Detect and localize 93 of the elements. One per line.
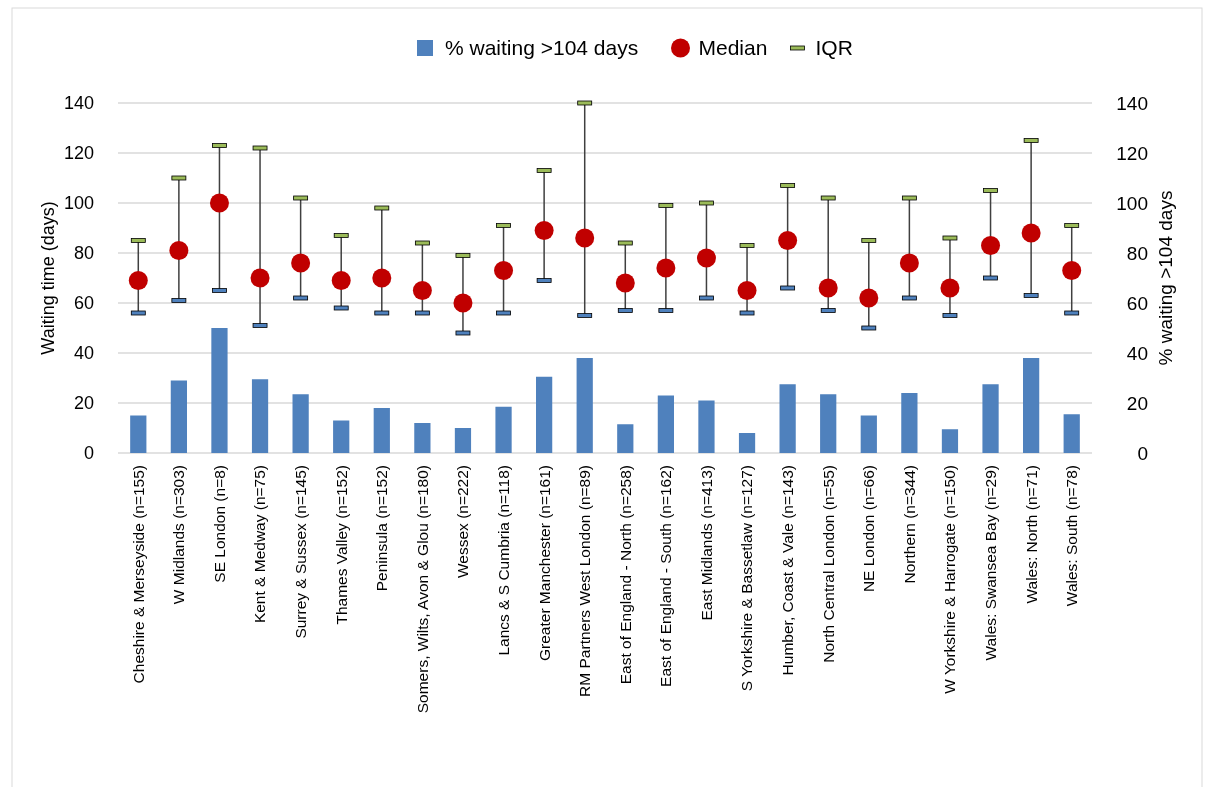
bar (860, 415, 877, 453)
legend-label: Median (698, 36, 768, 60)
x-tick-label: Wessex (n=222) (454, 465, 472, 579)
y-tick-label: 80 (73, 243, 94, 264)
bar (211, 328, 228, 453)
x-tick-label: Peninsula (n=152) (373, 465, 391, 592)
point (899, 253, 919, 273)
point (737, 281, 757, 300)
bar (982, 384, 999, 453)
x-tick-label: Wales: North (n=71) (1022, 465, 1040, 604)
x-tick-label: S Yorkshire & Bassetlaw (n=127) (738, 465, 756, 692)
bar (617, 424, 634, 453)
point (209, 193, 229, 213)
y2-tick-label: 20 (1126, 392, 1148, 414)
x-tick-label: Surrey & Sussex (n=145) (292, 465, 310, 639)
bar (779, 384, 796, 453)
legend-label: % waiting >104 days (445, 36, 639, 60)
x-tick-label: Kent & Medway (n=75) (251, 465, 269, 624)
x-tick-label: Wales: South (n=78) (1063, 465, 1081, 607)
point (615, 273, 635, 293)
x-tick-label: W Midlands (n=303) (170, 465, 188, 605)
bar (373, 408, 390, 453)
y-tick-label: 20 (73, 393, 94, 414)
y2-tick-label: 120 (1116, 142, 1148, 164)
y2-axis-title: % waiting >104 days (1155, 190, 1176, 366)
point (453, 293, 473, 313)
x-tick-label: NE London (n=66) (860, 465, 878, 593)
point (696, 248, 716, 268)
point (818, 278, 838, 298)
point (1062, 261, 1082, 280)
y-tick-label: 40 (73, 343, 94, 364)
bar (333, 420, 350, 453)
bar (901, 393, 918, 453)
point (169, 241, 189, 260)
point (534, 221, 554, 240)
x-tick-label: RM Partners West London (n=89) (576, 465, 594, 697)
x-tick-label: East of England - South (n=162) (657, 465, 675, 687)
y2-tick-label: 40 (1126, 342, 1148, 364)
bar (495, 406, 512, 453)
x-tick-label: W Yorkshire & Harrogate (n=150) (941, 465, 959, 694)
y-axis-title: Waiting time (days) (38, 201, 58, 355)
y-tick-label: 100 (63, 193, 94, 214)
bar (292, 394, 309, 453)
y-tick-label: 0 (83, 443, 94, 464)
x-tick-label: Thames Valley (n=152) (332, 465, 350, 625)
y2-tick-label: 60 (1126, 292, 1148, 314)
x-tick-label: Lancs & S Cumbria (n=118) (494, 465, 512, 656)
point (940, 278, 960, 298)
point (1021, 223, 1041, 243)
y-tick-label: 120 (63, 143, 94, 164)
x-tick-label: Cheshire & Merseyside (n=155) (129, 465, 147, 684)
bar (130, 415, 147, 453)
point (981, 236, 1001, 255)
point (778, 231, 798, 250)
point (372, 268, 392, 288)
x-tick-label: SE London (n=8) (210, 465, 228, 583)
bar (738, 433, 756, 453)
bar (576, 358, 593, 453)
bar (536, 376, 553, 453)
bar (698, 400, 715, 453)
point (575, 228, 595, 248)
x-tick-label: East Midlands (n=413) (697, 465, 715, 621)
bar (820, 394, 837, 453)
point (128, 271, 148, 290)
y2-tick-label: 0 (1137, 442, 1148, 464)
point (331, 271, 351, 290)
y-tick-label: 140 (63, 93, 94, 114)
x-tick-label: East of England - North (n=258) (616, 465, 634, 685)
y2-tick-label: 100 (1116, 192, 1148, 214)
x-tick-label: Northern (n=344) (900, 465, 918, 584)
bar (657, 395, 674, 453)
x-tick-label: Humber, Coast & Vale (n=143) (779, 465, 797, 676)
point (859, 288, 879, 308)
bar (414, 423, 431, 453)
point (291, 253, 311, 273)
bar (170, 380, 187, 453)
point (250, 268, 270, 288)
point (494, 261, 514, 280)
bar (1063, 414, 1080, 453)
bar (454, 428, 472, 453)
y2-tick-label: 80 (1126, 242, 1148, 264)
bar (1023, 358, 1040, 453)
text: IQR (815, 36, 853, 60)
y2-tick-label: 140 (1116, 92, 1148, 114)
y-tick-label: 60 (73, 293, 94, 314)
bar (941, 429, 959, 453)
point (656, 258, 676, 278)
x-tick-label: North Central London (n=55) (819, 465, 837, 663)
point (412, 281, 432, 300)
x-tick-label: Greater Manchester (n=161) (535, 465, 553, 661)
bar (251, 379, 269, 453)
x-tick-label: Wales: Swansea Bay (n=29) (981, 465, 999, 661)
x-tick-label: Somers, Wilts, Avon & Glou (n=180) (413, 465, 431, 714)
